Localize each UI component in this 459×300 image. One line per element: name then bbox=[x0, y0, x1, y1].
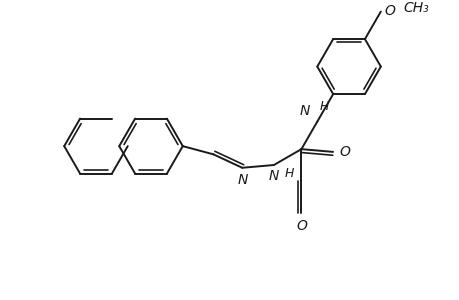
Text: O: O bbox=[384, 4, 395, 18]
Text: H: H bbox=[319, 100, 328, 113]
Text: N: N bbox=[238, 173, 248, 187]
Text: N: N bbox=[268, 169, 279, 183]
Text: O: O bbox=[295, 219, 306, 232]
Text: H: H bbox=[284, 167, 294, 180]
Text: N: N bbox=[299, 103, 310, 118]
Text: CH₃: CH₃ bbox=[403, 2, 428, 15]
Text: O: O bbox=[338, 145, 349, 159]
